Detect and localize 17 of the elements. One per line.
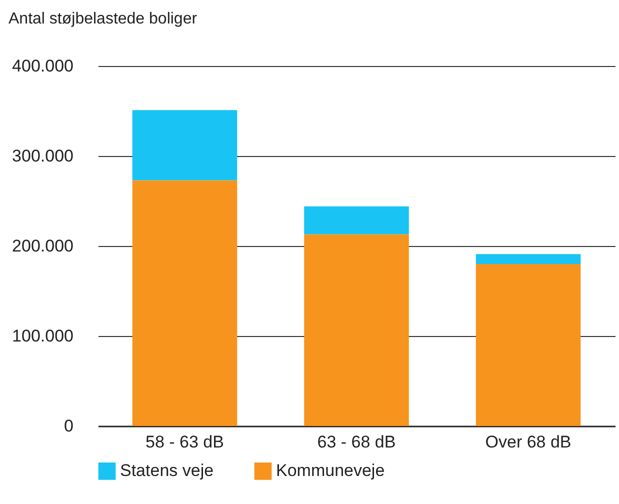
bar xyxy=(476,254,581,264)
y-tick-label: 0 xyxy=(64,416,74,436)
legend-label: Statens veje xyxy=(120,461,214,480)
x-tick-label: 58 - 63 dB xyxy=(146,432,224,452)
bar xyxy=(476,264,581,426)
legend-label: Kommuneveje xyxy=(276,461,385,480)
x-tick-label: Over 68 dB xyxy=(485,432,572,452)
bar xyxy=(304,206,409,234)
bar xyxy=(132,180,238,426)
y-tick-label: 400.000 xyxy=(12,56,74,76)
y-tick-label: 100.000 xyxy=(12,326,74,346)
y-axis-title: Antal støjbelastede boliger xyxy=(8,10,198,28)
y-tick-label: 200.000 xyxy=(12,236,74,256)
x-tick-label: 63 - 68 dB xyxy=(317,432,396,452)
y-tick-label: 300.000 xyxy=(12,146,74,166)
bar xyxy=(132,110,238,180)
bar xyxy=(304,234,409,426)
